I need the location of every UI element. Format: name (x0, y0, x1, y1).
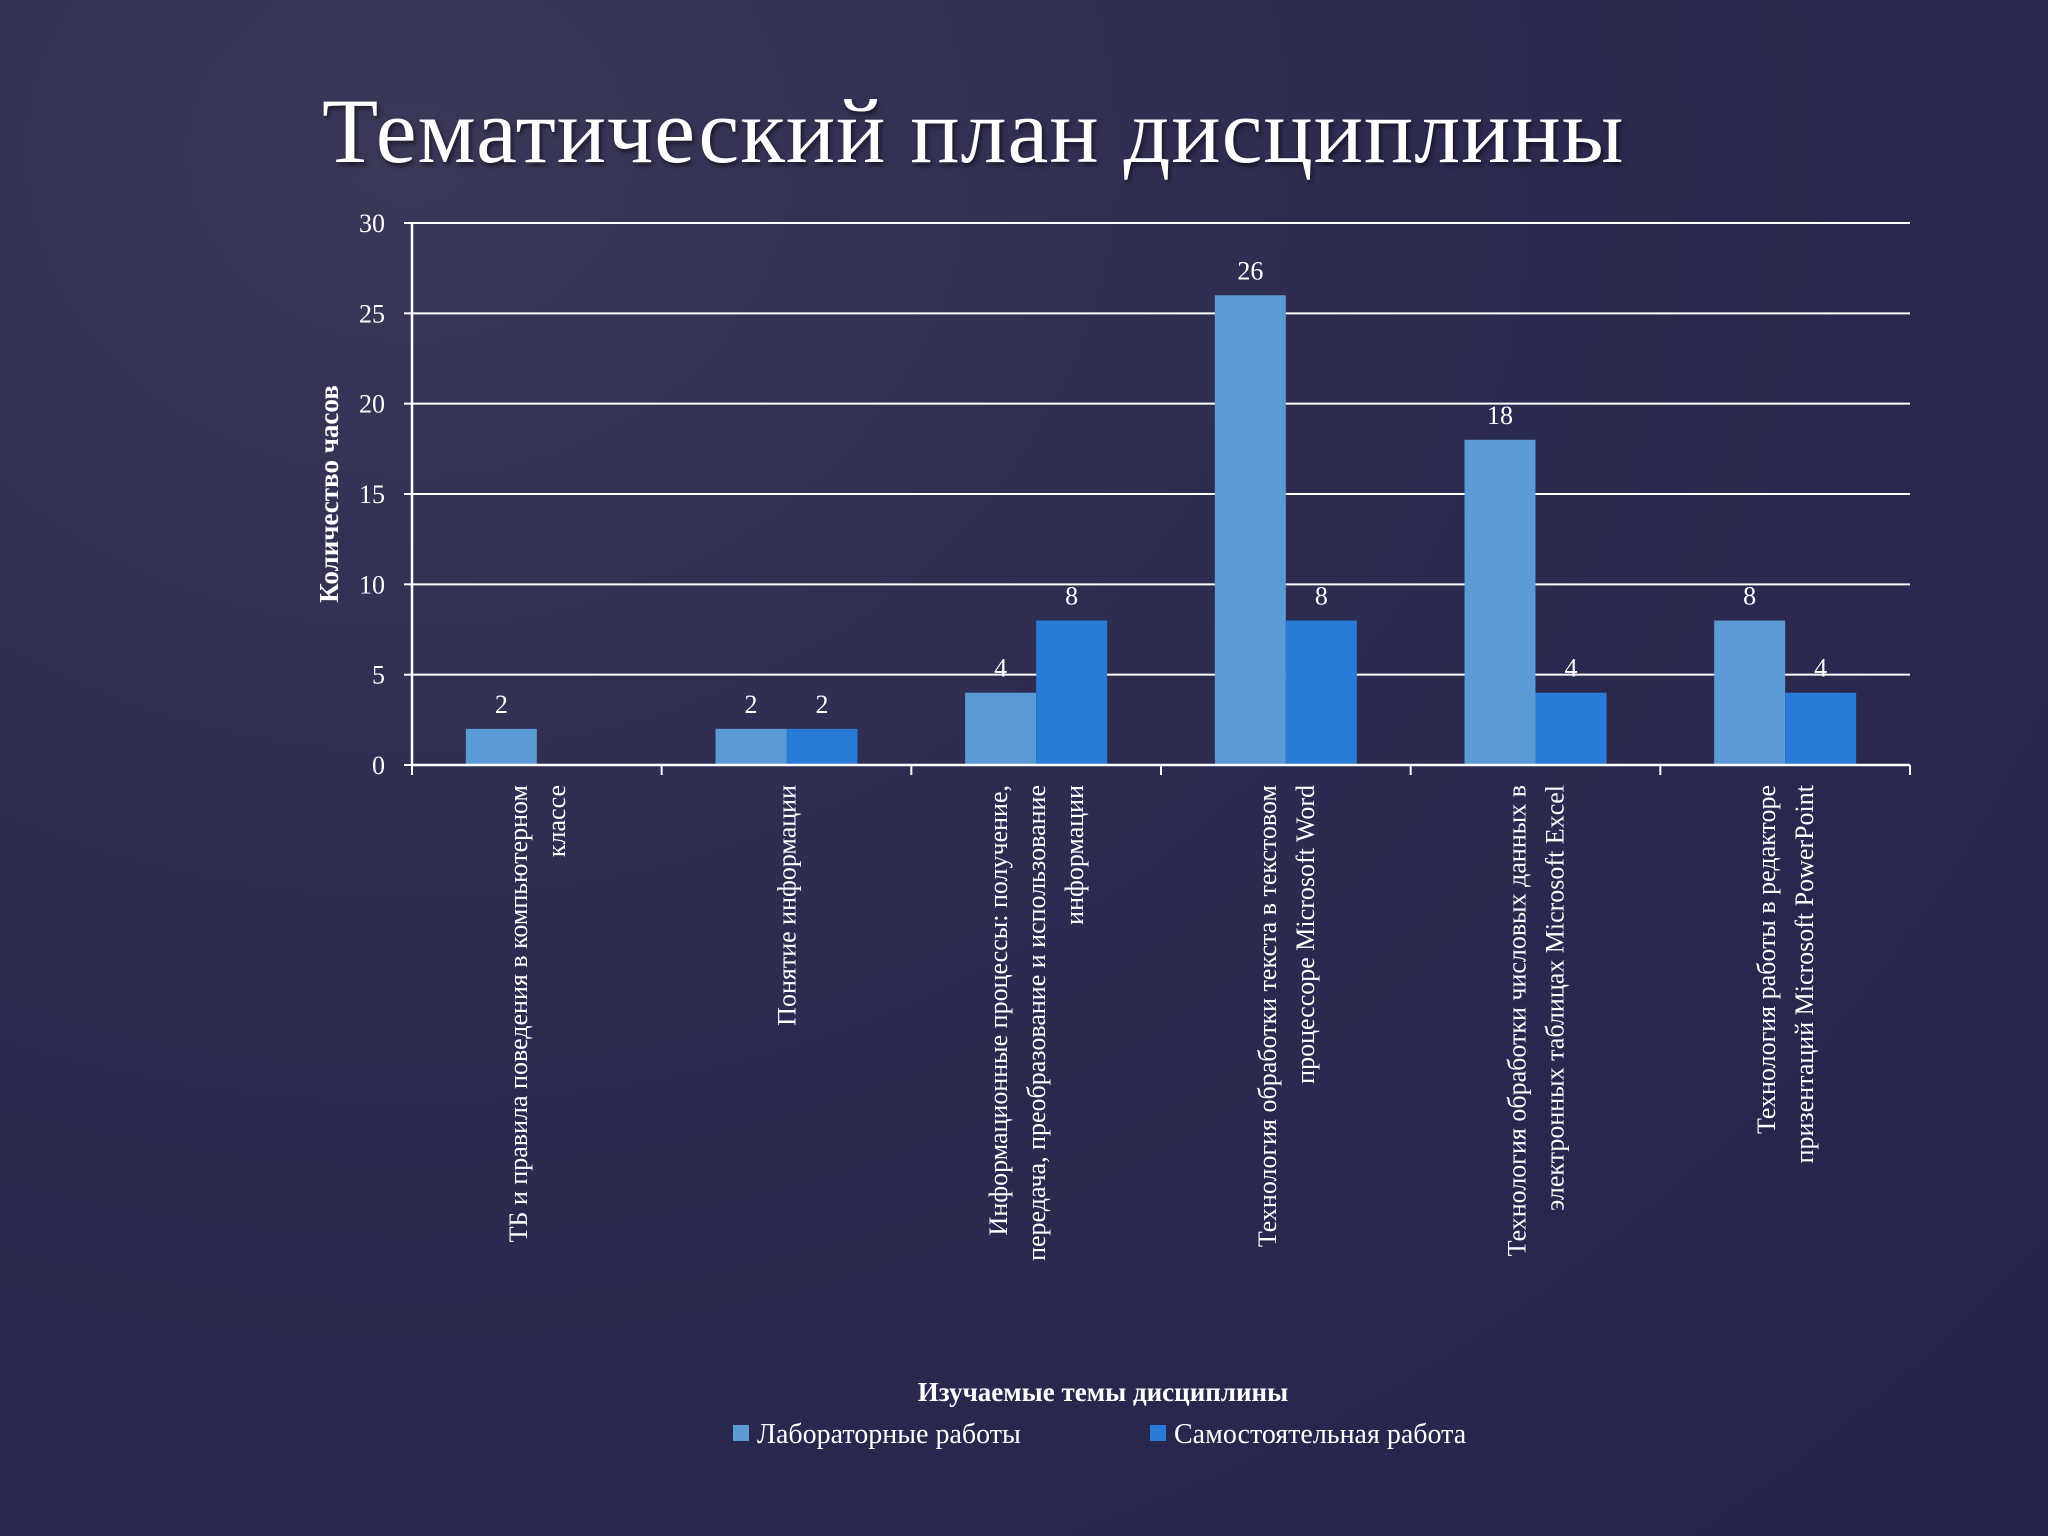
data-label: 8 (1743, 581, 1756, 610)
bar-lab-4 (1464, 439, 1536, 765)
category-label-line: передача, преобразование и использование (1022, 785, 1051, 1261)
data-label: 4 (1565, 654, 1578, 683)
labels: 0 5 10 15 20 25 30 2 2 4 26 18 8 2 8 8 4 4 ТБ и правила по… (314, 209, 1827, 1407)
category-label-line: информации (1060, 785, 1089, 925)
category-label: Технология обработки текста в текстовом п… (1253, 785, 1320, 1247)
category-label: Технология обработки числовых данных в эл… (1503, 785, 1570, 1256)
data-label: 8 (1065, 581, 1078, 610)
category-label-line: процессоре Microsoft Word (1291, 785, 1320, 1084)
legend-swatch-0 (733, 1425, 749, 1441)
gridlines (412, 222, 1910, 676)
y-tick-label: 25 (359, 299, 385, 328)
category-label-line: Информационные процессы: получение, (984, 785, 1013, 1235)
legend-label-1: Самостоятельная работа (1174, 1419, 1467, 1450)
data-label: 4 (1814, 654, 1827, 683)
category-label: Технология работы в редакторе призентаций… (1752, 784, 1819, 1163)
data-label: 8 (1315, 581, 1328, 610)
bar-self-5 (1785, 692, 1857, 765)
bar-lab-3 (1214, 295, 1286, 765)
bar-lab-5 (1714, 620, 1786, 765)
bar-lab-0 (465, 728, 537, 765)
data-label: 2 (816, 690, 829, 719)
bar-self-1 (786, 728, 858, 765)
bar-self-2 (1036, 620, 1108, 765)
bar-self-4 (1535, 692, 1607, 765)
data-label: 26 (1237, 256, 1263, 285)
slide-title: Тематический план дисциплины (322, 80, 1625, 182)
legend-label-0: Лабораторные работы (757, 1419, 1021, 1450)
category-label-line: Технология обработки числовых данных в (1503, 785, 1532, 1256)
y-tick-label: 15 (359, 480, 385, 509)
category-label-line: ТБ и правила поведения в компьютерном (504, 785, 533, 1242)
bars (465, 295, 1857, 765)
y-axis-title: Количество часов (314, 385, 344, 603)
category-label-line: классе (542, 785, 571, 857)
data-label: 4 (994, 654, 1007, 683)
category-label: ТБ и правила поведения в компьютерном кла… (504, 785, 571, 1242)
data-label: 2 (495, 690, 508, 719)
bar-lab-2 (965, 692, 1037, 765)
category-label: Информационные процессы: получение, перед… (984, 785, 1089, 1261)
y-tick-label: 20 (359, 390, 385, 419)
legend: Лабораторные работы Самостоятельная работ… (733, 1419, 1467, 1450)
category-label-line: призентаций Microsoft PowerPoint (1790, 784, 1819, 1163)
category-label-line: Технология обработки текста в текстовом (1253, 785, 1282, 1247)
y-tick-label: 10 (359, 570, 385, 599)
data-label: 2 (745, 690, 758, 719)
bar-lab-1 (715, 728, 787, 765)
category-label: Понятие информации (773, 785, 802, 1026)
bar-self-3 (1285, 620, 1357, 765)
y-tick-label: 30 (359, 209, 385, 238)
category-label-line: Понятие информации (773, 785, 802, 1026)
category-label-line: Технология работы в редакторе (1752, 785, 1781, 1134)
y-tick-label: 5 (372, 661, 385, 690)
category-label-line: электронных таблицах Microsoft Excel (1541, 785, 1570, 1211)
y-tick-label: 0 (372, 751, 385, 780)
x-axis-title: Изучаемые темы дисциплины (918, 1377, 1288, 1407)
data-label: 18 (1487, 401, 1513, 430)
legend-swatch-1 (1150, 1425, 1166, 1441)
axes (404, 222, 1911, 775)
